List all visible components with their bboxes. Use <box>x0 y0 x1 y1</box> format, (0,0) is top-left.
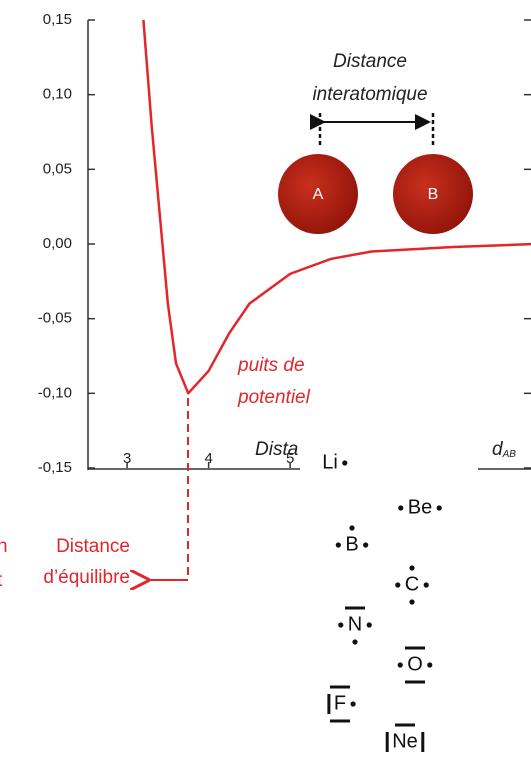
electron <box>335 542 341 548</box>
annotation: puits de <box>237 355 305 376</box>
lewis-symbol: C <box>405 573 419 595</box>
atom-label: A <box>313 186 324 203</box>
annotation: potentiel <box>237 387 311 408</box>
x-tick-label: 5 <box>286 450 294 467</box>
annotation: Distance <box>56 536 130 557</box>
electron <box>350 701 356 707</box>
atom-label: B <box>428 186 439 203</box>
y-tick-label: 0,05 <box>43 160 72 177</box>
electron <box>427 662 433 668</box>
y-tick-label: 0,00 <box>43 235 72 252</box>
x-axis-symbol: dAB <box>492 439 516 460</box>
lewis-panel: Li Be B C N O F Ne <box>300 433 531 760</box>
lewis-symbol: Be <box>408 496 432 518</box>
y-tick-label: -0,10 <box>38 384 72 401</box>
x-axis-label: Dista <box>255 439 298 460</box>
annotation: interatomique <box>312 84 427 105</box>
electron <box>338 622 344 628</box>
x-tick-label: 3 <box>123 450 131 467</box>
lewis-symbol: F <box>334 692 346 714</box>
electron <box>436 505 442 511</box>
annotation: n <box>0 536 8 557</box>
electron <box>363 542 369 548</box>
lewis-symbol: Ne <box>392 730 418 752</box>
electron <box>409 565 415 571</box>
electron <box>397 662 403 668</box>
electron <box>423 582 429 588</box>
annotation: d’équilibre <box>43 567 130 588</box>
atom <box>278 154 358 234</box>
electron <box>395 582 401 588</box>
electron <box>398 505 404 511</box>
lewis-symbol: Li <box>322 451 338 473</box>
plot: 0,150,100,050,00-0,05-0,10-0,15345678 <box>38 11 531 476</box>
electron <box>366 622 372 628</box>
subscript: AB <box>502 449 517 460</box>
x-tick-label: 4 <box>204 450 212 467</box>
y-tick-label: 0,15 <box>43 11 72 28</box>
panel-bg <box>300 470 531 760</box>
lewis-symbol: O <box>407 653 423 675</box>
electron <box>349 525 355 531</box>
lewis-symbol: B <box>345 533 358 555</box>
symbol: d <box>492 439 504 460</box>
annotation: t <box>0 570 3 591</box>
electron <box>352 639 358 645</box>
annotation: Distance <box>333 51 407 72</box>
panel-bg <box>300 433 478 473</box>
y-tick-label: -0,15 <box>38 459 72 476</box>
electron <box>409 599 415 605</box>
electron <box>342 460 348 466</box>
curve <box>142 19 531 395</box>
y-tick-label: 0,10 <box>43 86 72 103</box>
y-tick-label: -0,05 <box>38 310 72 327</box>
atom <box>393 154 473 234</box>
lewis-symbol: N <box>348 613 362 635</box>
